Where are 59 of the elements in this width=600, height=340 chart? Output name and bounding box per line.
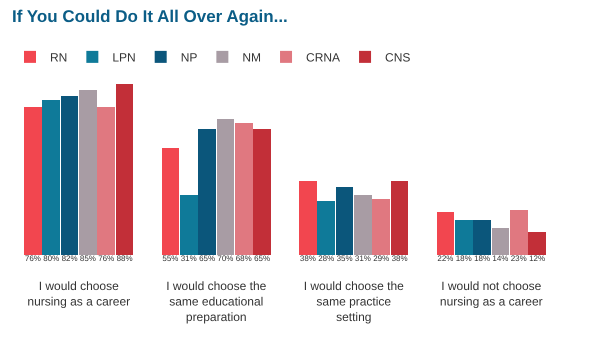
- legend-label: RN: [50, 50, 68, 65]
- legend-label: LPN: [112, 50, 136, 65]
- bar: [437, 212, 454, 255]
- data-label: 85%: [80, 254, 96, 263]
- bar: [492, 228, 509, 255]
- data-label: 65%: [254, 254, 270, 263]
- bar: [162, 148, 179, 255]
- bar: [372, 199, 390, 255]
- bar: [317, 201, 335, 255]
- data-label: 35%: [336, 254, 353, 263]
- bar: [180, 195, 198, 255]
- bar: [235, 123, 253, 255]
- data-label: 65%: [199, 254, 216, 263]
- legend-label: NP: [180, 50, 198, 65]
- legend-label: NM: [242, 50, 262, 65]
- data-label: 70%: [217, 254, 234, 263]
- data-label: 14%: [492, 254, 508, 263]
- data-label: 12%: [529, 254, 546, 263]
- bar: [336, 187, 353, 255]
- legend-label: CNS: [385, 50, 410, 65]
- x-tick-label: I would choose the same practice setting: [304, 279, 404, 324]
- bar: [510, 210, 528, 255]
- bar: [455, 220, 473, 255]
- data-label: 22%: [437, 254, 454, 263]
- bar: [198, 129, 216, 255]
- bar: [42, 100, 60, 255]
- bar: [354, 195, 372, 255]
- data-label: 76%: [24, 254, 41, 263]
- data-label: 18%: [474, 254, 490, 263]
- bar: [391, 181, 408, 255]
- bar: [473, 220, 491, 255]
- legend-label: CRNA: [306, 50, 340, 65]
- bar: [97, 107, 115, 255]
- data-label: 80%: [43, 254, 60, 263]
- data-label: 82%: [62, 254, 78, 263]
- bar: [61, 96, 78, 255]
- data-label: 28%: [318, 254, 334, 263]
- data-label: 38%: [300, 254, 316, 263]
- data-label: 29%: [373, 254, 390, 263]
- x-tick-label: I would not choose nursing as a career: [440, 279, 543, 309]
- bar: [24, 107, 42, 255]
- bar: [299, 181, 317, 255]
- data-label: 68%: [236, 254, 252, 263]
- data-label: 38%: [392, 254, 408, 263]
- bar: [217, 119, 234, 255]
- bar: [116, 84, 133, 255]
- data-label: 31%: [354, 254, 371, 263]
- bar: [79, 90, 97, 255]
- bar: [253, 129, 271, 255]
- data-label: 55%: [162, 254, 178, 263]
- x-tick-label: I would choose nursing as a career: [27, 279, 130, 309]
- data-label: 18%: [456, 254, 472, 263]
- bar: [528, 232, 546, 255]
- x-tick-label: I would choose the same educational preparation: [166, 279, 267, 324]
- data-label: 31%: [180, 254, 197, 263]
- chart-title: If You Could Do It All Over Again...: [12, 7, 288, 26]
- data-label: 76%: [98, 254, 114, 263]
- data-label: 88%: [116, 254, 133, 263]
- data-label: 23%: [510, 254, 527, 263]
